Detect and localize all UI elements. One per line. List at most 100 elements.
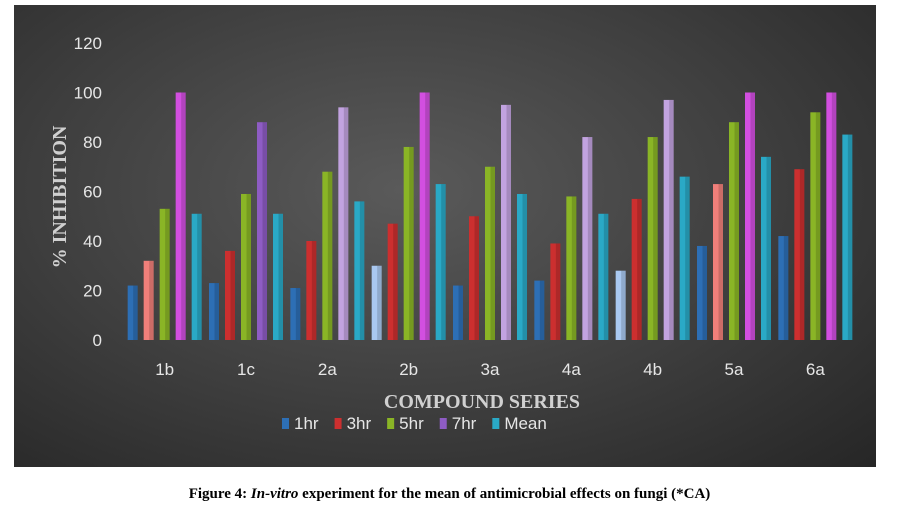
bar-chart: 0 20 40 60 80 100 120 1b 1c 2a 2b 3a 4a 4b 5a 6a % INH… xyxy=(49,34,853,433)
x-tick-label: 6a xyxy=(806,360,825,379)
x-axis-title: COMPOUND SERIES xyxy=(384,391,580,413)
bar-shade xyxy=(587,137,593,340)
bar-mean-2a xyxy=(354,201,365,340)
bar-1hr-6a xyxy=(778,236,789,340)
y-tick-label: 0 xyxy=(93,331,102,350)
bar-7hr-4b xyxy=(663,99,674,340)
y-tick-label: 120 xyxy=(74,34,102,53)
bar-shade xyxy=(474,216,479,340)
bar-shade xyxy=(637,198,642,340)
bar-5hr-4b xyxy=(647,137,658,340)
bar-mean-1c xyxy=(273,213,283,340)
bar-shade xyxy=(539,280,545,340)
bar-7hr-6a xyxy=(826,92,837,340)
bar-5hr-1b xyxy=(159,208,170,340)
bar-shade xyxy=(441,184,446,340)
y-tick-label: 40 xyxy=(83,232,102,251)
bar-mean-6a xyxy=(842,134,853,340)
bar-5hr-1c xyxy=(241,193,251,340)
bar-shade xyxy=(458,285,463,340)
legend-label-1hr: 1hr xyxy=(294,414,319,433)
bar-1hr-2a xyxy=(290,288,301,340)
bar-1hr-3a xyxy=(453,285,463,340)
bar-1hr-4b xyxy=(615,270,626,340)
bar-1hr-4a xyxy=(534,280,545,340)
bar-shade xyxy=(571,196,577,340)
x-tick-label: 4b xyxy=(643,360,662,379)
bar-5hr-3a xyxy=(485,166,495,340)
y-tick-label: 80 xyxy=(83,133,102,152)
bar-3hr-3a xyxy=(469,216,479,340)
bar-shade xyxy=(555,243,561,340)
bar-5hr-4a xyxy=(566,196,577,340)
legend-label-mean: Mean xyxy=(504,414,547,433)
bar-mean-4b xyxy=(679,176,690,340)
legend: 1hr 3hr 5hr 7hr Mean xyxy=(282,414,547,433)
legend-swatch-3hr xyxy=(334,418,342,429)
bar-7hr-2b xyxy=(419,92,430,340)
legend-swatch-7hr xyxy=(439,418,447,429)
bar-shade xyxy=(359,201,365,340)
caption-suffix: experiment for the mean of antimicrobial… xyxy=(298,486,711,502)
x-axis-ticks: 1b 1c 2a 2b 3a 4a 4b 5a 6a xyxy=(155,360,825,379)
bar-3hr-4a xyxy=(550,243,561,340)
bar-7hr-1c xyxy=(257,122,267,340)
bar-shade xyxy=(669,99,674,340)
y-tick-label: 20 xyxy=(83,282,102,301)
caption-prefix: Figure 4: xyxy=(188,486,251,502)
caption-italic: In-vitro xyxy=(250,486,299,502)
bars xyxy=(127,92,853,340)
legend-label-3hr: 3hr xyxy=(347,414,372,433)
bar-shade xyxy=(214,283,219,340)
bar-shade xyxy=(831,92,837,340)
x-tick-label: 1b xyxy=(155,360,174,379)
bar-shade xyxy=(799,169,805,340)
bar-1hr-1b xyxy=(127,285,138,340)
bar-shade xyxy=(621,270,626,340)
bar-shade xyxy=(718,184,723,340)
bar-3hr-2b xyxy=(387,223,398,340)
legend-swatch-mean xyxy=(492,418,500,429)
y-axis-title: % INHIBITION xyxy=(49,125,71,268)
bar-shade xyxy=(181,92,186,340)
bar-shade xyxy=(149,260,154,340)
bar-mean-5a xyxy=(761,156,771,340)
bar-5hr-6a xyxy=(810,112,821,340)
bar-3hr-1c xyxy=(225,250,235,340)
y-tick-label: 100 xyxy=(74,84,102,103)
bar-shade xyxy=(133,285,138,340)
bar-shade xyxy=(197,213,202,340)
figure-caption: Figure 4: In-vitro experiment for the me… xyxy=(0,486,899,503)
bar-1hr-5a xyxy=(697,245,707,340)
bar-1hr-1c xyxy=(209,283,219,340)
bar-shade xyxy=(766,156,771,340)
legend-swatch-5hr xyxy=(387,418,395,429)
bar-shade xyxy=(847,134,853,340)
bar-shade xyxy=(377,265,382,340)
bar-3hr-2a xyxy=(306,241,317,340)
bar-shade xyxy=(327,171,333,340)
bar-3hr-6a xyxy=(794,169,805,340)
bar-shade xyxy=(230,250,235,340)
bar-3hr-1b xyxy=(143,260,154,340)
bar-mean-3a xyxy=(517,193,527,340)
legend-label-5hr: 5hr xyxy=(399,414,424,433)
x-tick-label: 4a xyxy=(562,360,581,379)
bar-5hr-2b xyxy=(403,146,414,340)
x-tick-label: 1c xyxy=(237,360,255,379)
bar-7hr-1b xyxy=(175,92,186,340)
bar-shade xyxy=(522,193,527,340)
bar-mean-2b xyxy=(435,184,446,340)
bar-shade xyxy=(734,122,739,340)
bar-7hr-4a xyxy=(582,137,593,340)
y-tick-label: 60 xyxy=(83,183,102,202)
bar-mean-4a xyxy=(598,213,609,340)
x-tick-label: 3a xyxy=(481,360,500,379)
bar-5hr-2a xyxy=(322,171,333,340)
bar-7hr-2a xyxy=(338,107,349,340)
x-tick-label: 2a xyxy=(318,360,337,379)
bar-mean-1b xyxy=(191,213,202,340)
bar-shade xyxy=(295,288,301,340)
bar-shade xyxy=(490,166,495,340)
bar-shade xyxy=(393,223,398,340)
